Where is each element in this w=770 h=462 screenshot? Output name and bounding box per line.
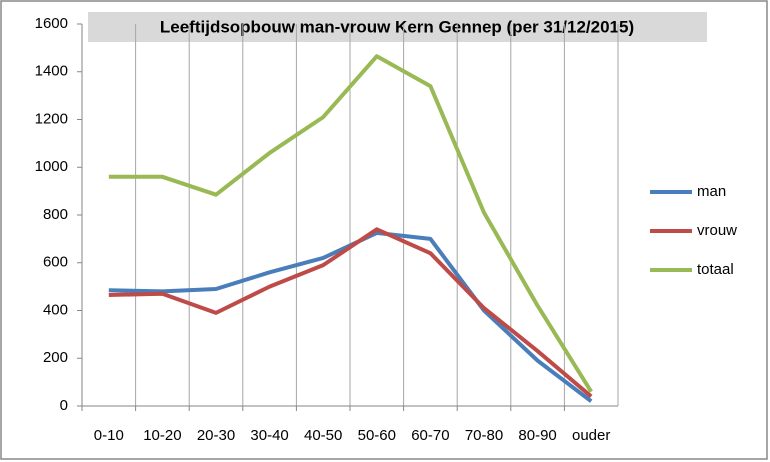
y-tick-label: 1000: [35, 158, 68, 175]
y-tick-label: 800: [43, 206, 68, 223]
y-tick-label: 1400: [35, 63, 68, 80]
series-line: [108, 54, 593, 393]
y-tick-label: 400: [43, 301, 68, 318]
title-box: [88, 12, 707, 42]
legend-label: man: [697, 183, 726, 200]
x-tick-label: 0-10: [94, 427, 124, 444]
x-tick-label: 70-80: [465, 427, 503, 444]
x-tick-label: ouder: [572, 427, 610, 444]
x-tick-label: 40-50: [304, 427, 342, 444]
y-tick-label: 0: [60, 397, 68, 414]
x-tick-label: 60-70: [411, 427, 449, 444]
x-tick-label: 50-60: [358, 427, 396, 444]
chart-title: Leeftijdsopbouw man-vrouw Kern Gennep (p…: [160, 17, 634, 36]
x-tick-label: 80-90: [518, 427, 556, 444]
y-tick-label: 1600: [35, 15, 68, 32]
x-tick-label: 30-40: [250, 427, 288, 444]
y-tick-label: 1200: [35, 110, 68, 127]
x-tick-label: 20-30: [197, 427, 235, 444]
legend-label: vrouw: [697, 222, 737, 239]
series-line: [108, 227, 593, 398]
y-tick-label: 200: [43, 349, 68, 366]
legend-label: totaal: [697, 261, 734, 278]
y-tick-label: 600: [43, 254, 68, 271]
x-tick-label: 10-20: [143, 427, 181, 444]
